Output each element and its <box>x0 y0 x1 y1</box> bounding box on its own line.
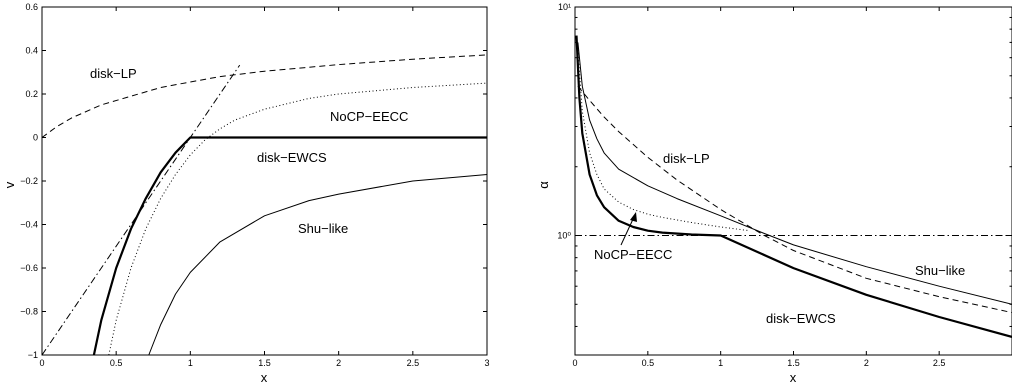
l-x-tick-label: 1 <box>188 358 193 368</box>
r-series-shu-like-line <box>577 42 1012 305</box>
l-y-tick-label: 0.6 <box>25 2 38 12</box>
left-x-axis-label: x <box>261 370 268 385</box>
l-series-shu-like-line <box>148 174 488 356</box>
left-annotation-disk-lp: disk−LP <box>90 66 137 81</box>
left-y-ticks: −1 −0.8 −0.6 −0.4 −0.2 0 0.2 0.4 0.6 <box>20 2 487 360</box>
r-x-tick-label: 1.5 <box>787 358 800 368</box>
r-x-tick-label: 0 <box>572 358 577 368</box>
right-series <box>575 35 1012 338</box>
right-annotation-shu-like: Shu−like <box>915 263 965 278</box>
r-series-disk-lp-line <box>577 85 1012 314</box>
l-x-tick-label: 3 <box>484 358 489 368</box>
l-y-tick-label: 0.2 <box>25 89 38 99</box>
right-y-tick-label: 10⁰ <box>557 231 571 241</box>
left-x-ticks: 0 0.5 1 1.5 2 2.5 3 <box>39 7 490 368</box>
left-annotation-shu-like: Shu−like <box>298 221 348 236</box>
l-series-disk-lp-line <box>41 54 488 138</box>
nocp-eecc-pointer-line <box>620 216 635 246</box>
right-y-tick-label: 10¹ <box>558 2 571 12</box>
l-y-tick-label: 0 <box>33 133 38 143</box>
l-x-tick-label: 0 <box>39 358 44 368</box>
r-x-tick-label: 1 <box>718 358 723 368</box>
r-series-nocp-eecc-line <box>577 49 750 232</box>
r-x-tick-label: 2.5 <box>933 358 946 368</box>
right-y-axis-label: α <box>536 181 551 189</box>
right-x-ticks: 0 0.5 1 1.5 2 2.5 <box>572 7 945 368</box>
left-series <box>41 54 488 356</box>
l-y-tick-label: −0.4 <box>20 220 38 230</box>
right-panel: 0 0.5 1 1.5 2 2.5 10⁰ 10¹ x α disk−LP NoCP−EEC… <box>536 2 1012 385</box>
r-x-tick-label: 2 <box>864 358 869 368</box>
left-y-axis-label: v <box>2 181 17 188</box>
right-annotation-disk-lp: disk−LP <box>663 151 710 166</box>
l-y-tick-label: 0.4 <box>25 46 38 56</box>
l-series-reference-line <box>41 64 241 356</box>
l-x-tick-label: 2.5 <box>407 358 420 368</box>
left-annotation-disk-ewcs: disk−EWCS <box>257 150 327 165</box>
nocp-eecc-pointer-arrowhead <box>630 212 637 222</box>
right-plot-frame <box>574 6 1012 356</box>
l-x-tick-label: 1.5 <box>258 358 271 368</box>
left-annotation-nocp-eecc: NoCP−EECC <box>330 109 408 124</box>
right-annotation-disk-ewcs: disk−EWCS <box>766 311 836 326</box>
l-y-tick-label: −0.6 <box>20 263 38 273</box>
r-series-disk-ewcs-line <box>575 35 1012 338</box>
right-y-ticks: 10⁰ 10¹ <box>557 2 1012 356</box>
right-annotation-nocp-eecc: NoCP−EECC <box>594 247 672 262</box>
l-x-tick-label: 2 <box>336 358 341 368</box>
r-x-tick-label: 0.5 <box>642 358 655 368</box>
l-y-tick-label: −1 <box>28 350 38 360</box>
left-panel: 0 0.5 1 1.5 2 2.5 3 −1−0.8−0.6−0.4−0.200.20.40… <box>2 2 490 385</box>
l-y-tick-label: −0.8 <box>20 307 38 317</box>
l-y-tick-label: −0.2 <box>20 176 38 186</box>
l-series-disk-ewcs-line <box>92 136 487 356</box>
right-x-axis-label: x <box>790 370 797 385</box>
l-x-tick-label: 0.5 <box>110 358 123 368</box>
